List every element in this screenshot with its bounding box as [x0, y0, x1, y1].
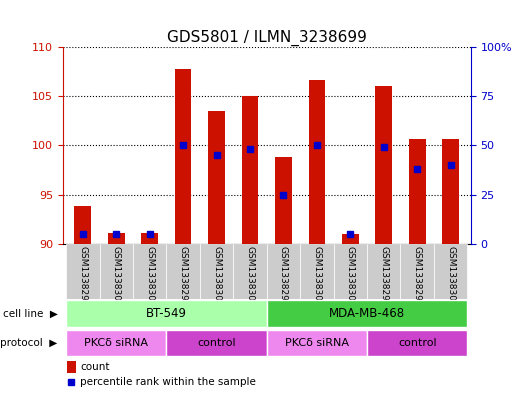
- Bar: [66, 300, 267, 327]
- Text: GSM1338301: GSM1338301: [212, 246, 221, 307]
- Bar: [376, 86, 392, 244]
- Bar: [67, 362, 76, 373]
- Bar: [342, 234, 359, 244]
- Bar: [434, 244, 468, 299]
- Bar: [242, 96, 258, 244]
- Bar: [233, 244, 267, 299]
- Bar: [367, 330, 468, 356]
- Bar: [267, 330, 367, 356]
- Bar: [66, 330, 166, 356]
- Bar: [367, 244, 401, 299]
- Text: GSM1338304: GSM1338304: [346, 246, 355, 307]
- Bar: [309, 79, 325, 244]
- Bar: [401, 244, 434, 299]
- Text: GSM1338297: GSM1338297: [179, 246, 188, 307]
- Bar: [175, 69, 191, 244]
- Bar: [74, 206, 91, 244]
- Text: GSM1338295: GSM1338295: [379, 246, 388, 307]
- Bar: [166, 330, 267, 356]
- Bar: [166, 244, 200, 299]
- Text: GSM1338300: GSM1338300: [312, 246, 322, 307]
- Text: protocol  ▶: protocol ▶: [1, 338, 58, 348]
- Text: percentile rank within the sample: percentile rank within the sample: [80, 377, 256, 387]
- Bar: [442, 138, 459, 244]
- Text: count: count: [80, 362, 109, 372]
- Text: cell line  ▶: cell line ▶: [3, 309, 58, 318]
- Bar: [133, 244, 166, 299]
- Title: GDS5801 / ILMN_3238699: GDS5801 / ILMN_3238699: [167, 29, 367, 46]
- Bar: [66, 244, 99, 299]
- Bar: [267, 300, 468, 327]
- Text: GSM1338305: GSM1338305: [245, 246, 255, 307]
- Bar: [409, 138, 426, 244]
- Text: GSM1338302: GSM1338302: [112, 246, 121, 307]
- Text: GSM1338303: GSM1338303: [446, 246, 455, 307]
- Text: GSM1338299: GSM1338299: [413, 246, 422, 307]
- Text: control: control: [398, 338, 437, 348]
- Bar: [141, 233, 158, 244]
- Text: PKCδ siRNA: PKCδ siRNA: [84, 338, 148, 348]
- Bar: [267, 244, 300, 299]
- Text: control: control: [197, 338, 236, 348]
- Text: GSM1338306: GSM1338306: [145, 246, 154, 307]
- Text: GSM1338298: GSM1338298: [78, 246, 87, 307]
- Text: MDA-MB-468: MDA-MB-468: [329, 307, 405, 320]
- Bar: [108, 233, 124, 244]
- Bar: [334, 244, 367, 299]
- Bar: [300, 244, 334, 299]
- Text: PKCδ siRNA: PKCδ siRNA: [285, 338, 349, 348]
- Text: BT-549: BT-549: [146, 307, 187, 320]
- Bar: [99, 244, 133, 299]
- Bar: [275, 157, 292, 244]
- Bar: [208, 111, 225, 244]
- Text: GSM1338296: GSM1338296: [279, 246, 288, 307]
- Bar: [200, 244, 233, 299]
